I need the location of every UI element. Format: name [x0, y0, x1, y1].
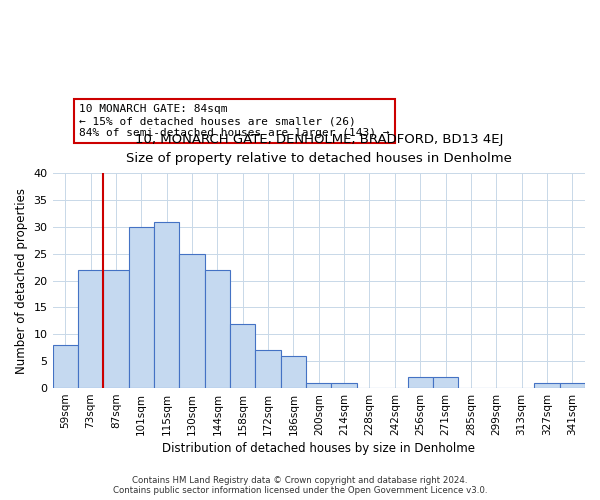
Bar [281, 356, 306, 388]
Text: Contains HM Land Registry data © Crown copyright and database right 2024.
Contai: Contains HM Land Registry data © Crown c… [113, 476, 487, 495]
Bar [128, 227, 154, 388]
Title: 10, MONARCH GATE, DENHOLME, BRADFORD, BD13 4EJ
Size of property relative to deta: 10, MONARCH GATE, DENHOLME, BRADFORD, BD… [126, 133, 512, 165]
Bar [154, 222, 179, 388]
Bar [256, 350, 281, 388]
Bar [306, 382, 331, 388]
Y-axis label: Number of detached properties: Number of detached properties [15, 188, 28, 374]
Text: 10 MONARCH GATE: 84sqm
← 15% of detached houses are smaller (26)
84% of semi-det: 10 MONARCH GATE: 84sqm ← 15% of detached… [79, 104, 389, 138]
Bar [560, 382, 585, 388]
X-axis label: Distribution of detached houses by size in Denholme: Distribution of detached houses by size … [162, 442, 475, 455]
Bar [205, 270, 230, 388]
Bar [103, 270, 128, 388]
Bar [534, 382, 560, 388]
Bar [179, 254, 205, 388]
Bar [78, 270, 103, 388]
Bar [407, 378, 433, 388]
Bar [230, 324, 256, 388]
Bar [53, 345, 78, 388]
Bar [331, 382, 357, 388]
Bar [433, 378, 458, 388]
